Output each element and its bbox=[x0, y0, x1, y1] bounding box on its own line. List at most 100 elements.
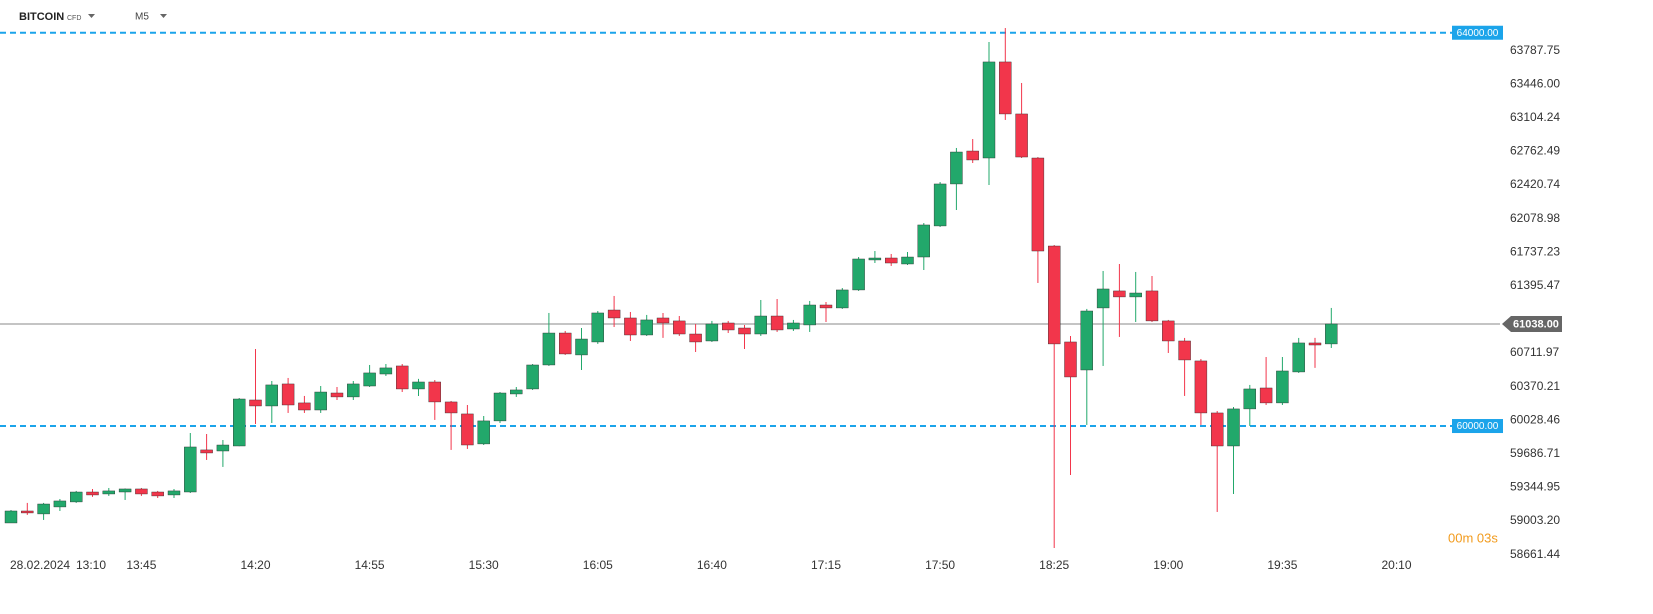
candle-body bbox=[933, 183, 947, 227]
x-tick-label: 14:55 bbox=[355, 558, 385, 572]
candle-body bbox=[249, 399, 262, 407]
candle-body bbox=[640, 319, 653, 336]
candle-body bbox=[982, 61, 996, 159]
x-tick-label: 19:00 bbox=[1153, 558, 1183, 572]
level-tag bbox=[1452, 419, 1503, 434]
candle-body bbox=[444, 401, 458, 414]
candle-body bbox=[901, 256, 914, 265]
candle-body bbox=[184, 446, 197, 493]
candle-body bbox=[86, 491, 99, 496]
countdown: 00m 03s bbox=[1448, 530, 1498, 545]
level-label: 64000.00 bbox=[1457, 28, 1499, 39]
y-tick-label: 62078.98 bbox=[1510, 211, 1560, 225]
candle-body bbox=[493, 392, 507, 422]
x-tick-label: 20:10 bbox=[1381, 558, 1411, 572]
current-price-tag bbox=[1502, 315, 1562, 332]
candle-body bbox=[1096, 288, 1110, 309]
y-tick-label: 62762.49 bbox=[1510, 144, 1560, 158]
candle-body bbox=[591, 312, 604, 343]
y-tick-label: 63104.24 bbox=[1510, 110, 1560, 124]
symbol[interactable]: BITCOIN bbox=[19, 11, 64, 23]
candle-body bbox=[118, 488, 132, 493]
candle-body bbox=[477, 420, 490, 445]
y-tick-label: 60370.21 bbox=[1510, 379, 1560, 393]
current-price-label: 61038.00 bbox=[1513, 318, 1559, 330]
candle-body bbox=[265, 384, 278, 407]
candle-body bbox=[559, 332, 572, 355]
candle-body bbox=[607, 309, 621, 319]
y-tick-label: 63446.00 bbox=[1510, 76, 1560, 90]
x-tick-label: 14:20 bbox=[240, 558, 270, 572]
candle-body bbox=[526, 364, 539, 390]
candle-body bbox=[1178, 340, 1191, 361]
y-tick-label: 58661.44 bbox=[1510, 547, 1560, 561]
x-tick-label: 16:40 bbox=[697, 558, 727, 572]
candle-body bbox=[1308, 342, 1322, 346]
y-tick-label: 60711.97 bbox=[1510, 345, 1559, 359]
date-label: 28.02.2024 bbox=[10, 558, 70, 572]
candle-body bbox=[999, 61, 1012, 115]
candle-body bbox=[363, 372, 376, 387]
candle-body bbox=[37, 503, 50, 515]
candle-body bbox=[379, 367, 393, 375]
candle-body bbox=[705, 323, 719, 342]
candle-body bbox=[4, 510, 18, 524]
y-tick-label: 63787.75 bbox=[1510, 43, 1560, 57]
candle-body bbox=[689, 333, 702, 343]
x-tick-label: 17:15 bbox=[811, 558, 841, 572]
candle-body bbox=[624, 317, 637, 336]
candle-body bbox=[412, 381, 425, 390]
timeframe[interactable]: M5 bbox=[135, 12, 149, 23]
candle-body bbox=[722, 322, 735, 331]
y-tick-label: 59686.71 bbox=[1510, 446, 1560, 460]
candle-body bbox=[428, 381, 441, 403]
instrument-type: CFD bbox=[67, 15, 81, 22]
candle-body bbox=[347, 383, 360, 398]
level-tag bbox=[1452, 25, 1503, 40]
candle-body bbox=[102, 490, 116, 495]
candle-body bbox=[1210, 412, 1224, 447]
candle-body bbox=[1276, 370, 1289, 404]
candle-body bbox=[868, 257, 882, 261]
y-tick-label: 61737.23 bbox=[1510, 244, 1560, 258]
candle-body bbox=[656, 317, 670, 324]
candle-body bbox=[1015, 113, 1028, 158]
y-tick-label: 62420.74 bbox=[1510, 177, 1560, 191]
candle-body bbox=[1292, 342, 1305, 373]
candle-body bbox=[330, 392, 344, 398]
candle-body bbox=[53, 500, 67, 508]
candle-body bbox=[167, 490, 181, 496]
y-tick-label: 59003.20 bbox=[1510, 513, 1560, 527]
candle-body bbox=[396, 365, 409, 390]
candle-body bbox=[232, 398, 246, 447]
candle-body bbox=[852, 258, 865, 291]
candle-body bbox=[1194, 360, 1208, 414]
candle-body bbox=[1080, 310, 1094, 371]
candle-body bbox=[461, 413, 474, 446]
candle-body bbox=[510, 389, 523, 395]
level-label: 60000.00 bbox=[1457, 421, 1499, 432]
candle-body bbox=[1064, 341, 1077, 378]
candle-body bbox=[787, 322, 800, 330]
candle-body bbox=[754, 315, 767, 335]
candle-body bbox=[298, 402, 311, 411]
candle-body bbox=[314, 391, 327, 411]
candle-body bbox=[1047, 245, 1061, 345]
candle-body bbox=[135, 488, 148, 495]
candle-body bbox=[216, 444, 230, 452]
candle-body bbox=[966, 150, 979, 161]
candle-body bbox=[151, 491, 164, 497]
candle-body bbox=[1259, 387, 1273, 404]
candle-body bbox=[836, 289, 849, 309]
candle-body bbox=[770, 315, 784, 331]
x-tick-label: 13:10 bbox=[76, 558, 106, 572]
y-tick-label: 60028.46 bbox=[1510, 412, 1560, 426]
symbol-dropdown[interactable] bbox=[88, 14, 95, 18]
x-tick-label: 13:45 bbox=[126, 558, 156, 572]
candle-body bbox=[1129, 292, 1142, 298]
candle-body bbox=[281, 383, 295, 406]
candle-body bbox=[200, 449, 213, 454]
timeframe-dropdown[interactable] bbox=[160, 14, 167, 18]
candle-body bbox=[819, 304, 833, 309]
